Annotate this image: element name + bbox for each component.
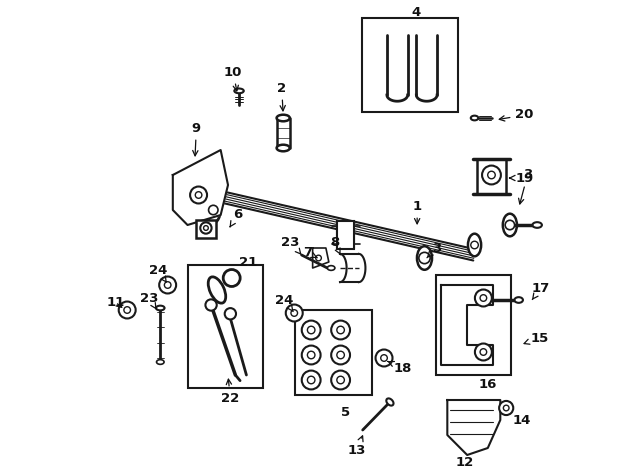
Ellipse shape [234,89,244,93]
Circle shape [301,371,321,390]
Ellipse shape [276,145,290,151]
Ellipse shape [206,197,220,223]
Polygon shape [313,248,329,268]
Circle shape [499,401,513,415]
Text: 22: 22 [221,379,239,405]
Text: 16: 16 [479,379,497,391]
Circle shape [301,321,321,340]
Circle shape [118,301,136,318]
Circle shape [209,205,218,215]
Text: 5: 5 [341,406,350,419]
Text: 11: 11 [106,295,125,309]
Circle shape [307,326,315,334]
Circle shape [291,310,298,317]
Ellipse shape [276,115,290,122]
Circle shape [337,351,344,359]
Text: 23: 23 [140,292,159,309]
Bar [188,265,262,388]
Text: 12: 12 [456,455,474,469]
Circle shape [286,305,303,322]
Circle shape [482,166,501,185]
Bar [477,159,506,194]
Circle shape [337,376,344,384]
Ellipse shape [417,246,432,270]
Circle shape [480,349,486,355]
Circle shape [301,346,321,365]
Text: 23: 23 [282,236,301,254]
Circle shape [331,346,350,365]
Circle shape [381,355,387,361]
Bar [196,219,216,238]
Circle shape [164,282,171,288]
Bar [295,310,371,395]
Ellipse shape [471,116,478,121]
Circle shape [307,351,315,359]
Circle shape [200,222,212,234]
Text: 15: 15 [524,332,548,344]
Ellipse shape [156,306,164,310]
Circle shape [223,269,240,286]
Circle shape [376,349,392,366]
Text: 6: 6 [230,209,242,227]
Text: 21: 21 [239,255,257,268]
Ellipse shape [515,297,523,303]
Text: 9: 9 [192,122,201,156]
Text: 2: 2 [277,81,286,111]
Text: 3: 3 [518,169,532,204]
Ellipse shape [208,277,226,303]
Circle shape [505,220,515,230]
Text: 17: 17 [532,282,550,300]
Circle shape [475,290,492,307]
Text: 1: 1 [413,200,422,224]
Circle shape [124,307,131,313]
Text: 20: 20 [499,108,534,122]
Bar [337,221,354,249]
Circle shape [195,192,202,198]
Text: 3: 3 [427,242,441,258]
Text: 14: 14 [513,414,531,427]
Circle shape [205,300,217,311]
Ellipse shape [387,398,394,406]
Ellipse shape [532,222,542,228]
Polygon shape [173,150,228,225]
Circle shape [488,171,495,179]
Circle shape [471,241,478,249]
Ellipse shape [468,234,481,256]
Circle shape [307,376,315,384]
Circle shape [316,255,321,261]
Text: 10: 10 [224,65,243,91]
Text: 24: 24 [149,263,167,282]
Text: 19: 19 [509,171,534,185]
Circle shape [419,252,430,264]
Circle shape [480,295,486,301]
Text: 18: 18 [388,361,412,374]
Ellipse shape [503,214,517,236]
Circle shape [225,308,236,319]
Circle shape [190,187,207,203]
Circle shape [337,326,344,334]
Bar [362,18,458,112]
Polygon shape [442,285,493,365]
Circle shape [504,405,509,411]
Bar [436,275,511,375]
Text: 8: 8 [330,236,340,255]
Circle shape [475,343,492,360]
Circle shape [159,276,176,293]
Circle shape [331,371,350,390]
Text: 13: 13 [348,436,366,456]
Polygon shape [447,400,500,455]
Circle shape [331,321,350,340]
Ellipse shape [327,266,335,270]
Circle shape [204,226,208,230]
Ellipse shape [157,360,164,365]
Text: 24: 24 [275,293,294,311]
Text: 7: 7 [303,246,317,260]
Text: 4: 4 [411,6,420,18]
